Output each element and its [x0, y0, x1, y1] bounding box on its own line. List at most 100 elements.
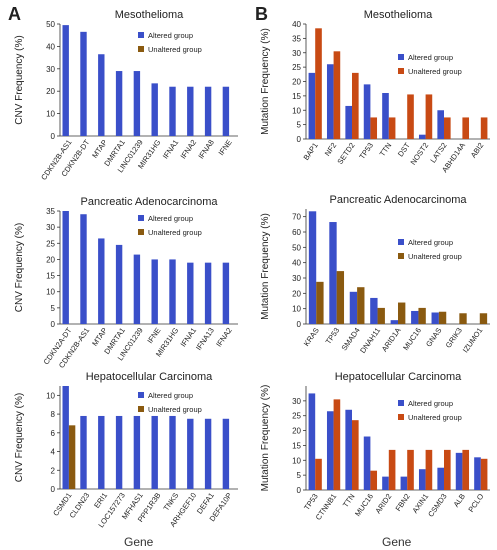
x-tick-label: IFNE — [145, 326, 162, 345]
y-tick-label: 25 — [292, 412, 301, 421]
legend-swatch — [138, 215, 144, 221]
legend-label: Altered group — [408, 238, 453, 247]
bar-unaltered — [357, 287, 365, 324]
x-tick-label: IFNE — [217, 138, 234, 157]
bar-altered — [187, 262, 194, 324]
x-tick-label: CSMD3 — [426, 492, 448, 519]
chart-title: Mesothelioma — [364, 9, 433, 21]
legend-label: Unaltered group — [148, 228, 202, 237]
legend-label: Altered group — [408, 53, 453, 62]
bar-altered — [98, 415, 105, 489]
x-tick-label: ERI1 — [92, 491, 109, 510]
bar-unaltered — [333, 51, 341, 139]
y-tick-label: 20 — [292, 78, 301, 87]
y-tick-label: 0 — [51, 132, 56, 141]
y-tick-label: 2 — [51, 466, 56, 475]
x-tick-label: DNAH11 — [358, 326, 382, 355]
bar-altered — [329, 222, 337, 324]
y-tick-label: 25 — [46, 239, 55, 248]
y-tick-label: 0 — [51, 485, 56, 494]
legend-swatch — [138, 229, 144, 235]
y-tick-label: 70 — [292, 213, 301, 222]
bar-unaltered — [462, 117, 470, 139]
bar-altered — [308, 72, 316, 139]
x-tick-label: SETD2 — [335, 141, 356, 166]
panel-label-a: A — [8, 4, 21, 24]
bar-altered — [400, 476, 408, 490]
y-tick-label: 50 — [46, 20, 55, 29]
legend-swatch — [398, 253, 404, 259]
y-tick-label: 10 — [292, 456, 301, 465]
bar-unaltered — [480, 458, 488, 490]
bar-unaltered — [336, 271, 345, 324]
bar-altered — [390, 320, 398, 324]
y-tick-label: 10 — [46, 288, 55, 297]
bar-altered — [80, 214, 87, 324]
x-tick-label: KRAS — [302, 326, 321, 348]
bar-altered — [345, 105, 352, 139]
bar-altered — [418, 469, 426, 490]
bar-altered — [169, 259, 176, 324]
bar-unaltered — [370, 470, 378, 490]
bar-altered — [62, 211, 69, 324]
y-axis-label: Mutation Frequency (%) — [260, 213, 271, 320]
x-tick-label: MUC16 — [353, 492, 375, 518]
bar-altered — [418, 134, 426, 139]
y-axis-label: Mutation Frequency (%) — [260, 28, 271, 135]
y-tick-label: 30 — [292, 49, 301, 58]
y-tick-label: 15 — [292, 92, 301, 101]
legend-label: Unaltered group — [148, 45, 202, 54]
bar-unaltered — [377, 307, 385, 324]
bar-altered — [437, 110, 444, 139]
bar-altered — [370, 297, 378, 324]
y-tick-label: 30 — [292, 397, 301, 406]
legend-swatch — [138, 46, 144, 52]
bar-altered — [204, 262, 212, 324]
bar-altered — [115, 415, 123, 489]
bar-altered — [187, 86, 194, 136]
y-tick-label: 60 — [292, 228, 301, 237]
bar-altered — [222, 418, 230, 489]
y-tick-label: 4 — [51, 448, 56, 457]
pancreatic-mutation-chart: Pancreatic Adenocarcinoma Mutation Freque… — [260, 194, 490, 355]
x-tick-label: ALB — [452, 492, 468, 509]
x-tick-label: TP53 — [357, 141, 375, 161]
bar-altered — [169, 415, 176, 489]
bar-altered — [204, 86, 212, 136]
y-tick-label: 35 — [292, 34, 301, 43]
x-tick-label: IFNA1 — [161, 138, 181, 161]
bar-unaltered — [315, 28, 322, 139]
chart-title: Pancreatic Adenocarcinoma — [81, 196, 219, 208]
y-tick-label: 0 — [297, 320, 302, 329]
bar-altered — [363, 436, 371, 490]
x-tick-label: FBN2 — [393, 492, 411, 513]
legend-label: Unaltered group — [408, 413, 462, 422]
bar-unaltered — [444, 117, 451, 139]
x-tick-label: TP53 — [324, 326, 342, 346]
bar-altered — [308, 211, 317, 324]
bar-altered — [62, 25, 69, 136]
mesothelioma-cnv-chart: Mesothelioma CNV Frequency (%) 0 10 20 30 40 50… — [14, 9, 238, 182]
bar-unaltered — [444, 449, 451, 490]
y-tick-label: 30 — [292, 274, 301, 283]
bar-unaltered — [407, 449, 414, 490]
mesothelioma-mutation-chart: Mesothelioma Mutation Frequency (%) 0 5 10 15… — [260, 9, 490, 174]
bar-unaltered — [480, 117, 488, 139]
bar-altered — [133, 254, 141, 324]
x-tick-label: GRIK3 — [444, 326, 464, 350]
y-tick-label: 0 — [297, 486, 302, 495]
bar-unaltered — [388, 449, 396, 490]
bar-unaltered — [425, 449, 433, 490]
bar-unaltered — [333, 399, 341, 490]
y-tick-label: 10 — [46, 391, 55, 400]
y-tick-label: 0 — [297, 135, 302, 144]
bar-unaltered — [370, 117, 378, 139]
y-tick-label: 5 — [51, 304, 56, 313]
bar-unaltered — [438, 311, 447, 324]
legend-label: Unaltered group — [408, 252, 462, 261]
bar-altered — [222, 262, 230, 324]
legend-swatch — [398, 239, 404, 245]
bar-altered — [222, 86, 230, 136]
bar-altered — [133, 415, 141, 489]
